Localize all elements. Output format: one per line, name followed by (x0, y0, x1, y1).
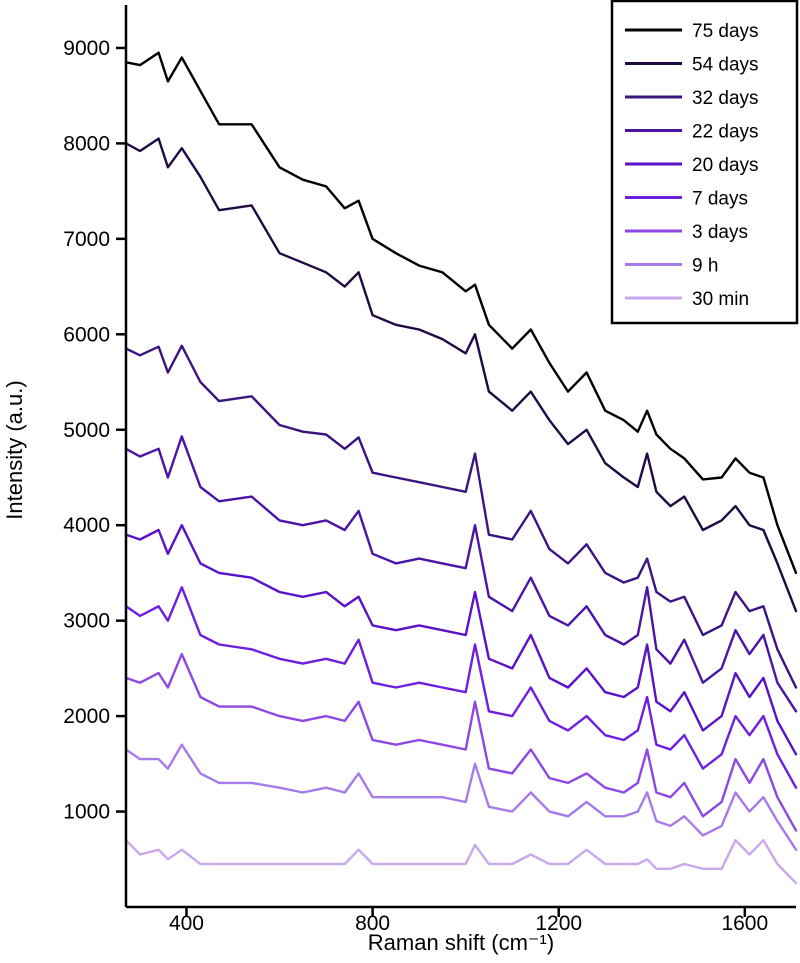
legend-label-4: 20 days (692, 155, 759, 176)
legend: 75 days 54 days 32 days 22 days 20 days 7 day… (610, 0, 799, 325)
y-tick-label-1000: 1000 (63, 801, 110, 824)
y-tick-label-4000: 4000 (63, 514, 110, 537)
legend-label-5: 7 days (692, 189, 748, 210)
y-tick-label-2000: 2000 (63, 705, 110, 728)
series-lines-layer (124, 51, 798, 885)
series-line-7 (124, 743, 798, 851)
legend-label-7: 9 h (692, 256, 718, 277)
y-tick-label-8000: 8000 (63, 132, 110, 155)
y-tick-label-7000: 7000 (63, 228, 110, 251)
x-tick-label-800: 800 (355, 912, 390, 935)
y-axis-title: Intensity (a.u.) (2, 380, 27, 519)
legend-label-2: 32 days (692, 88, 759, 109)
x-axis-title: Raman shift (cm⁻¹) (368, 930, 554, 955)
series-line-1 (124, 137, 798, 613)
y-tick-label-3000: 3000 (63, 610, 110, 633)
y-tick-label-9000: 9000 (63, 37, 110, 60)
y-tick-label-6000: 6000 (63, 323, 110, 346)
series-line-0 (124, 51, 798, 575)
legend-label-1: 54 days (692, 55, 759, 76)
x-tick-label-1200: 1200 (535, 912, 582, 935)
series-line-4 (124, 524, 798, 756)
y-tick-label-5000: 5000 (63, 419, 110, 442)
series-line-5 (124, 586, 798, 789)
legend-box (610, 0, 799, 325)
legend-items: 75 days 54 days 32 days 22 days 20 days 7 day… (625, 21, 759, 310)
legend-label-0: 75 days (692, 21, 759, 42)
legend-label-6: 3 days (692, 222, 748, 243)
x-tick-label-400: 400 (169, 912, 204, 935)
axis-ticks-layer: 1000 2000 3000 4000 5000 6000 7000 8000 9000 400 8… (63, 37, 768, 935)
series-line-2 (124, 344, 798, 689)
series-line-8 (124, 839, 798, 885)
series-line-6 (124, 652, 798, 832)
series-line-3 (124, 435, 798, 713)
x-tick-label-1600: 1600 (721, 912, 768, 935)
legend-label-8: 30 min (692, 289, 749, 310)
legend-label-3: 22 days (692, 122, 759, 143)
